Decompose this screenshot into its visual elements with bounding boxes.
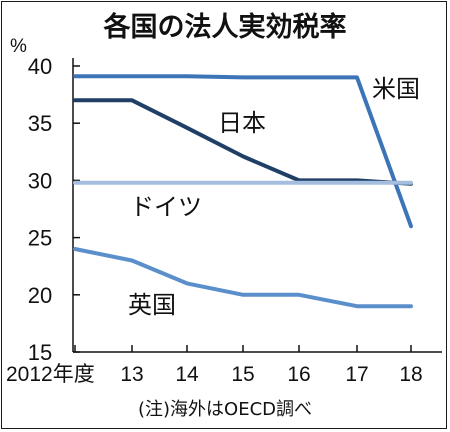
- x-tick-label: 13: [120, 363, 143, 386]
- x-tick-label: 17: [345, 363, 368, 386]
- series-label-3: 英国: [128, 291, 176, 319]
- series-label-1: 日本: [218, 109, 266, 137]
- y-tick-label: 40: [28, 54, 52, 79]
- y-tick-label: 35: [28, 111, 52, 136]
- y-tick-label: 20: [28, 283, 52, 308]
- y-tick-label: 25: [28, 226, 52, 251]
- x-tick-label: 2012年度: [6, 363, 95, 386]
- source-note: (注)海外はOECD調べ: [138, 399, 312, 420]
- series-line-3: [73, 247, 413, 309]
- series-label-0: 米国: [372, 75, 420, 103]
- x-tick-label: 15: [231, 363, 254, 386]
- series-line-0: [73, 74, 413, 229]
- x-tick-label: 18: [399, 363, 422, 386]
- y-tick-label: 15: [28, 340, 52, 365]
- x-tick-label: 16: [287, 363, 310, 386]
- x-axis-ticks: 2012年度 13 14 15 16 17 18: [6, 345, 423, 386]
- series-group: [73, 74, 413, 309]
- y-tick-label: 30: [28, 168, 52, 193]
- x-tick-label: 14: [175, 363, 199, 386]
- series-label-2: ドイツ: [130, 193, 202, 221]
- chart-title: 各国の法人実効税率: [103, 11, 347, 43]
- y-axis-ticks: 15 20 25 30 35 40: [28, 54, 80, 365]
- y-axis-unit: %: [10, 36, 27, 57]
- series-line-1: [73, 98, 413, 186]
